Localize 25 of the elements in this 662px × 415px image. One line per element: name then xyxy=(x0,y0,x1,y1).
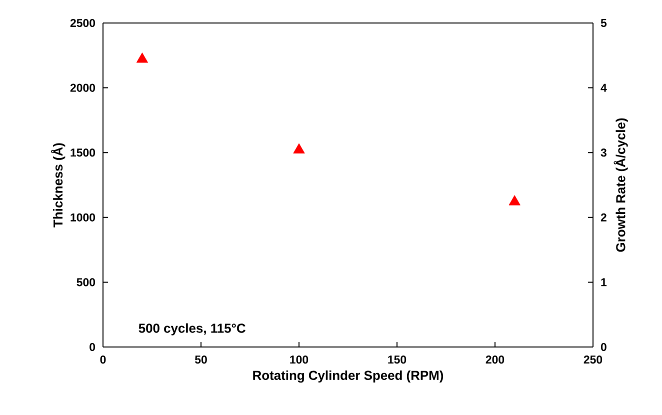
x-tick-label: 150 xyxy=(388,356,406,364)
y2-tick-label: 2 xyxy=(600,213,606,222)
x-tick-label: 0 xyxy=(100,356,106,364)
y-tick-label: 1000 xyxy=(70,213,96,222)
y-tick-label: 2500 xyxy=(70,18,96,28)
point xyxy=(136,52,148,63)
y2-tick-label: 4 xyxy=(600,84,607,92)
y2-tick-label: 3 xyxy=(600,148,606,157)
y-tick-label: 500 xyxy=(76,278,96,286)
y-tick-label: 1500 xyxy=(70,148,96,157)
point xyxy=(293,143,305,154)
annotation: 500 cycles, 115°C xyxy=(138,323,246,336)
y2-tick-label: 5 xyxy=(600,19,607,27)
x-tick-label: 250 xyxy=(584,356,602,364)
point xyxy=(508,195,520,206)
y-tick-label: 0 xyxy=(90,342,96,352)
y2-tick-label: 1 xyxy=(601,278,607,286)
y2-axis-title: Growth Rate (Å/cycle) xyxy=(614,118,628,252)
x-tick-label: 100 xyxy=(290,356,308,364)
x-tick-label: 50 xyxy=(194,356,207,364)
x-tick-label: 200 xyxy=(486,356,504,364)
y-tick-label: 2000 xyxy=(70,84,96,92)
y-axis-title: Thickness (Å) xyxy=(51,143,66,228)
y2-tick-label: 0 xyxy=(600,342,606,352)
x-axis-title: Rotating Cylinder Speed (RPM) xyxy=(253,370,444,383)
